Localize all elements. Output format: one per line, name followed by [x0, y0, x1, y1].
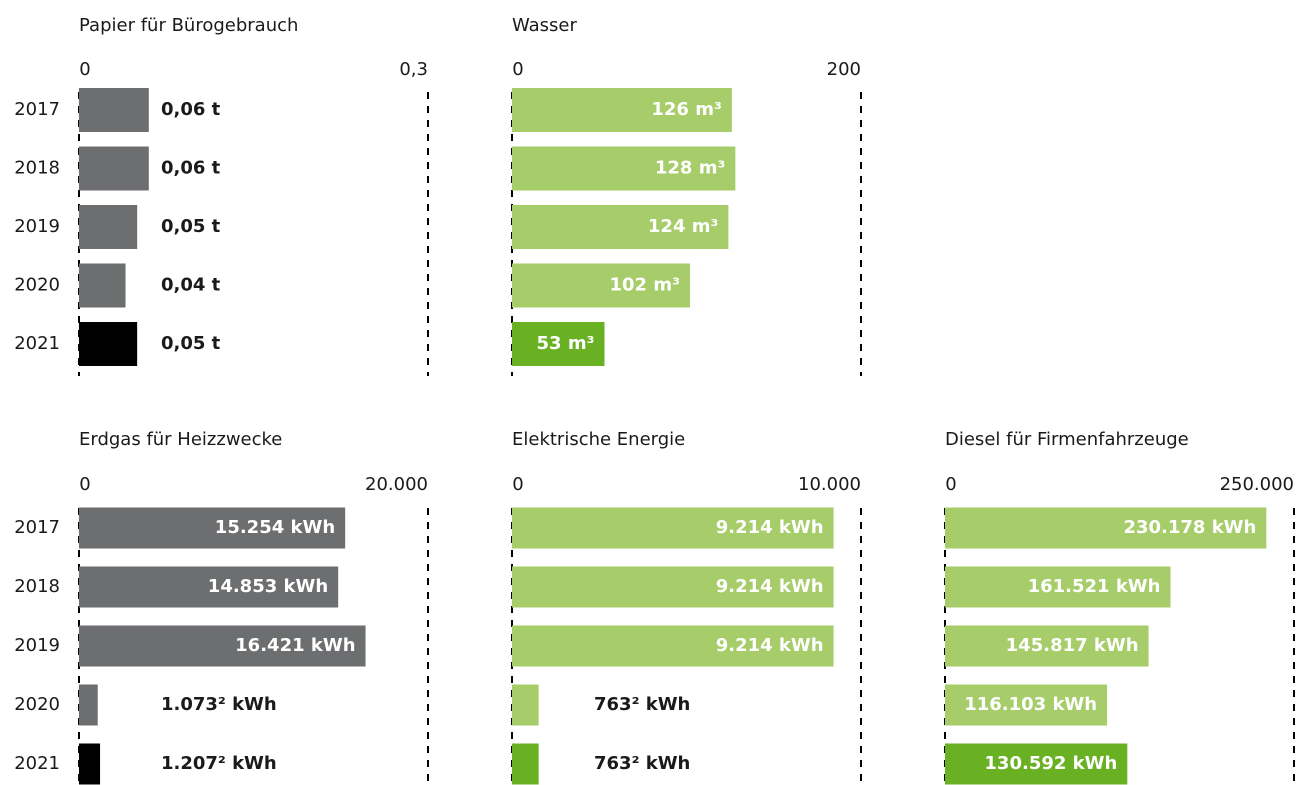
bar — [512, 566, 834, 608]
chart-title: Diesel für Firmenfahrzeuge — [945, 429, 1189, 450]
category-label: 2020 — [14, 694, 60, 715]
category-label: 2020 — [14, 275, 60, 296]
bar — [512, 625, 834, 667]
x-tick-label: 250.000 — [1220, 474, 1294, 495]
category-label: 2018 — [14, 576, 60, 597]
category-label: 2017 — [14, 517, 60, 538]
bar — [79, 88, 149, 132]
value-label: 9.214 kWh — [716, 576, 824, 597]
bar — [79, 684, 98, 726]
value-label: 116.103 kWh — [964, 694, 1097, 715]
x-tick-label: 0 — [79, 474, 90, 495]
x-tick-label: 200 — [827, 59, 861, 80]
x-tick-label: 0,3 — [399, 59, 428, 80]
category-label: 2017 — [14, 99, 60, 120]
bar — [79, 146, 149, 191]
value-label: 9.214 kWh — [716, 635, 824, 656]
bar — [945, 743, 1128, 785]
bar — [512, 88, 732, 132]
bar — [945, 625, 1149, 667]
bar — [512, 507, 834, 549]
chart-title: Wasser — [512, 15, 578, 36]
chart-title: Elektrische Energie — [512, 429, 685, 450]
category-label: 2021 — [14, 333, 60, 354]
bar — [79, 507, 346, 549]
x-tick-label: 10.000 — [798, 474, 861, 495]
bar — [79, 743, 101, 785]
value-label: 763² kWh — [594, 694, 690, 715]
value-label: 16.421 kWh — [235, 635, 355, 656]
value-label: 124 m³ — [648, 216, 718, 237]
x-tick-label: 0 — [512, 59, 523, 80]
bar — [512, 684, 539, 726]
bar — [945, 684, 1108, 726]
value-label: 0,06 t — [161, 99, 221, 120]
value-label: 128 m³ — [655, 158, 725, 179]
value-label: 14.853 kWh — [208, 576, 328, 597]
value-label: 1.207² kWh — [161, 753, 277, 774]
value-label: 0,06 t — [161, 158, 221, 179]
value-label: 0,04 t — [161, 275, 221, 296]
category-label: 2021 — [14, 753, 60, 774]
bar — [512, 322, 605, 366]
value-label: 0,05 t — [161, 216, 221, 237]
x-tick-label: 20.000 — [365, 474, 428, 495]
x-tick-label: 0 — [512, 474, 523, 495]
value-label: 9.214 kWh — [716, 517, 824, 538]
value-label: 763² kWh — [594, 753, 690, 774]
value-label: 0,05 t — [161, 333, 221, 354]
value-label: 161.521 kWh — [1028, 576, 1161, 597]
bar — [512, 146, 736, 191]
bar — [79, 263, 126, 308]
value-label: 130.592 kWh — [984, 753, 1117, 774]
bar — [512, 205, 729, 249]
bar — [945, 566, 1171, 608]
x-tick-label: 0 — [79, 59, 90, 80]
bar — [79, 205, 138, 249]
category-label: 2019 — [14, 216, 60, 237]
value-label: 145.817 kWh — [1006, 635, 1139, 656]
bar — [945, 507, 1267, 549]
bar — [79, 322, 138, 366]
value-label: 126 m³ — [651, 99, 721, 120]
value-label: 230.178 kWh — [1123, 517, 1256, 538]
value-label: 102 m³ — [610, 275, 680, 296]
value-label: 15.254 kWh — [215, 517, 335, 538]
x-tick-label: 0 — [945, 474, 956, 495]
chart-title: Papier für Bürogebrauch — [79, 15, 298, 36]
value-label: 53 m³ — [537, 333, 595, 354]
bar — [512, 263, 690, 308]
chart-title: Erdgas für Heizzwecke — [79, 429, 282, 450]
bar — [79, 625, 366, 667]
bar — [79, 566, 339, 608]
category-label: 2019 — [14, 635, 60, 656]
value-label: 1.073² kWh — [161, 694, 277, 715]
category-label: 2018 — [14, 158, 60, 179]
bar — [512, 743, 539, 785]
